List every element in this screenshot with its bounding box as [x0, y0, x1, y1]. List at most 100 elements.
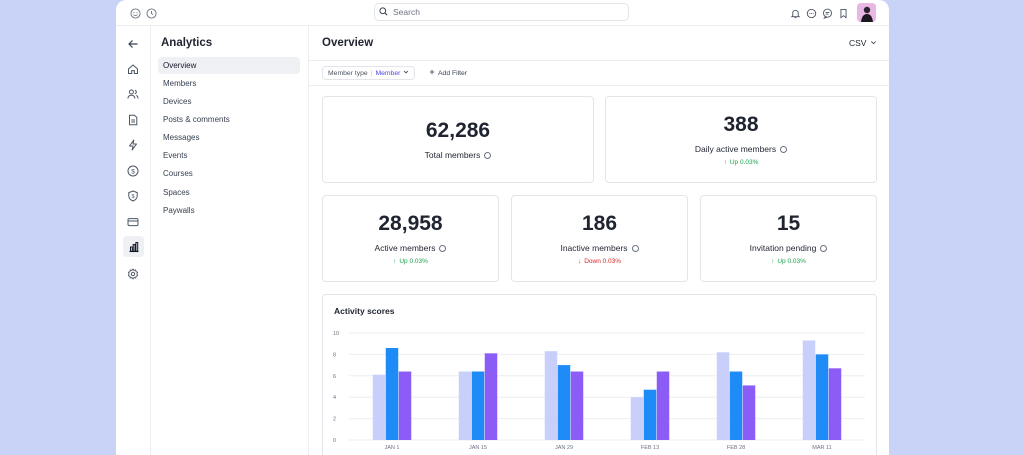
chevron-down-icon: [870, 38, 877, 48]
bar-series-1-mar-11[interactable]: [802, 340, 816, 440]
x-tick-label: MAR 11: [812, 445, 831, 451]
bar-series-3-mar-11[interactable]: [828, 368, 842, 440]
trend-badge: ↑ Up 0.03%: [323, 258, 498, 265]
x-tick-label: JAN 15: [469, 445, 487, 451]
subnav-item-devices[interactable]: Devices: [163, 97, 192, 106]
subnav-item-spaces[interactable]: Spaces: [163, 188, 190, 197]
smile-icon[interactable]: [128, 6, 142, 20]
chevron-down-icon: [403, 69, 409, 77]
shield-dollar-icon[interactable]: $: [125, 188, 141, 204]
bar-series-1-jan-15[interactable]: [458, 371, 472, 440]
subnav-item-courses[interactable]: Courses: [163, 169, 193, 178]
bar-series-2-feb-28[interactable]: [729, 371, 743, 440]
subnav-item-posts-comments[interactable]: Posts & comments: [163, 115, 230, 124]
users-icon[interactable]: [125, 86, 141, 102]
bar-series-3-feb-28[interactable]: [742, 385, 756, 440]
bar-series-2-jan-15[interactable]: [471, 371, 485, 440]
filter-key: Member type: [328, 69, 368, 77]
icon-rail: $ $: [116, 26, 151, 455]
stat-label: Total members: [323, 150, 593, 160]
svg-text:$: $: [131, 168, 135, 175]
chat-icon[interactable]: [804, 6, 818, 20]
activity-scores-chart: 0 2 4 6 8 10 JAN 1 JAN 15 JAN 29 FEB 13 FEB 28 MAR …: [333, 331, 865, 451]
card-icon[interactable]: [125, 214, 141, 230]
subnav-item-members[interactable]: Members: [163, 79, 197, 88]
subnav-item-messages[interactable]: Messages: [163, 133, 200, 142]
arrow-up-icon: ↑: [393, 258, 397, 265]
info-icon[interactable]: [439, 244, 447, 252]
home-icon[interactable]: [125, 61, 141, 77]
bar-series-3-feb-13[interactable]: [656, 371, 670, 440]
bar-series-2-feb-13[interactable]: [643, 389, 657, 440]
chart-icon[interactable]: [123, 236, 144, 257]
bar-series-3-jan-15[interactable]: [484, 353, 498, 440]
bolt-icon[interactable]: [125, 137, 141, 153]
csv-export-button[interactable]: CSV: [849, 38, 877, 48]
bookmark-icon[interactable]: [836, 6, 850, 20]
stat-label-text: Total members: [424, 150, 481, 160]
info-icon[interactable]: [484, 151, 492, 159]
stat-card-active-members: 28,958 Active members ↑ Up 0.03%: [322, 195, 499, 282]
bar-series-1-feb-28[interactable]: [716, 352, 730, 440]
x-tick-label: JAN 1: [385, 445, 400, 451]
y-tick-label: 4: [333, 395, 336, 401]
bar-series-1-jan-1[interactable]: [372, 374, 386, 440]
bar-series-1-feb-13[interactable]: [630, 397, 644, 440]
y-tick-label: 10: [333, 331, 339, 337]
stat-value: 62,286: [425, 119, 491, 142]
history-icon[interactable]: [144, 6, 158, 20]
bell-icon[interactable]: [788, 6, 802, 20]
subnav-item-paywalls[interactable]: Paywalls: [163, 206, 195, 215]
back-arrow-icon[interactable]: [125, 36, 141, 52]
stat-label-text: Active members: [374, 243, 436, 253]
stat-label: Active members: [323, 243, 498, 253]
filter-value: Member: [375, 69, 401, 77]
bar-series-3-jan-29[interactable]: [570, 371, 584, 440]
info-icon[interactable]: [820, 244, 828, 252]
bar-series-1-jan-29[interactable]: [544, 351, 558, 440]
stat-value: 28,958: [378, 212, 443, 235]
x-tick-label: FEB 13: [641, 445, 659, 451]
dollar-icon[interactable]: $: [125, 163, 141, 179]
subnav-item-events[interactable]: Events: [163, 151, 188, 160]
main-content: Overview CSV Member type | Member Add Fi…: [309, 26, 889, 455]
info-icon[interactable]: [780, 145, 788, 153]
trend-badge: ↑ Up 0.03%: [606, 159, 876, 166]
header-divider: [309, 60, 889, 61]
y-tick-label: 8: [333, 352, 336, 358]
bar-series-2-mar-11[interactable]: [815, 354, 829, 440]
y-tick-label: 2: [333, 417, 336, 423]
arrow-down-icon: ↓: [577, 258, 582, 265]
filter-separator: |: [370, 69, 373, 77]
gear-icon[interactable]: [125, 266, 141, 282]
bar-series-2-jan-29[interactable]: [557, 365, 571, 440]
member-type-filter[interactable]: Member type | Member: [322, 66, 416, 80]
stat-card-daily-active: 388 Daily active members ↑ Up 0.03%: [605, 96, 877, 183]
stat-label: Daily active members: [606, 144, 876, 154]
plus-icon: [429, 69, 435, 77]
info-icon[interactable]: [631, 244, 639, 252]
bar-series-3-jan-1[interactable]: [398, 371, 412, 440]
stat-card-inactive-members: 186 Inactive members ↓ Down 0.03%: [511, 195, 688, 282]
trend-badge: ↑ Up 0.03%: [701, 258, 876, 265]
trend-text: Up 0.03%: [399, 258, 428, 265]
app-window: Search: [116, 0, 889, 455]
bar-series-2-jan-1[interactable]: [385, 347, 399, 440]
activity-scores-card: Activity scores 0 2 4 6 8 10 JAN 1 JAN 15 JAN 29…: [322, 294, 877, 455]
trend-text: Up 0.03%: [729, 159, 759, 166]
x-tick-label: FEB 28: [727, 445, 745, 451]
search-input[interactable]: Search: [374, 3, 629, 21]
y-tick-label: 6: [333, 374, 336, 380]
message-icon[interactable]: [820, 6, 834, 20]
stat-label-text: Daily active members: [694, 144, 777, 154]
document-icon[interactable]: [125, 112, 141, 128]
arrow-up-icon: ↑: [723, 159, 727, 166]
add-filter-button[interactable]: Add Filter: [429, 69, 467, 77]
trend-badge: ↓ Down 0.03%: [512, 258, 687, 265]
analytics-subnav: Analytics Overview Members Devices Posts…: [151, 26, 309, 455]
stat-value: 388: [723, 113, 759, 136]
x-tick-label: JAN 29: [555, 445, 573, 451]
csv-label: CSV: [849, 38, 867, 48]
avatar[interactable]: [857, 3, 876, 22]
subnav-item-overview[interactable]: Overview: [158, 57, 300, 74]
